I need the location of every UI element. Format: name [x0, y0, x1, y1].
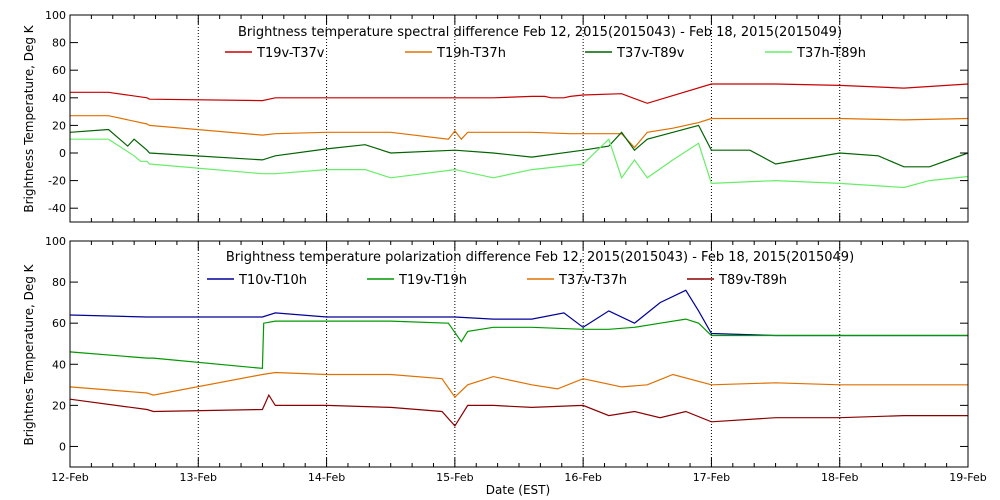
legend-label: T19v-T37v: [256, 46, 325, 61]
y-tick-label: 60: [52, 64, 66, 77]
x-tick-label: 12-Feb: [51, 471, 88, 484]
series-line-t37v-t37h: [69, 371, 968, 399]
x-tick-label: 17-Feb: [693, 471, 730, 484]
y-tick-label: 80: [52, 37, 66, 50]
y-tick-label: 80: [52, 276, 66, 289]
spectral-y-axis-label: Brightness Temperature, Deg K: [22, 24, 36, 212]
y-tick-label: 0: [59, 440, 66, 453]
x-tick-label: 14-Feb: [308, 471, 345, 484]
legend-label: T37v-T37h: [558, 273, 627, 288]
y-tick-label: 60: [52, 317, 66, 330]
spectral-panel-title: Brightness temperature spectral differen…: [238, 25, 842, 40]
series-line-t19h-t37h: [70, 115, 969, 149]
x-axis-label: Date (EST): [486, 483, 550, 497]
y-tick-label: -20: [48, 175, 66, 188]
legend-label: T37v-T89v: [616, 46, 685, 61]
y-tick-label: 40: [52, 358, 66, 371]
spectral-difference-panel: Brightness temperature spectral differen…: [22, 9, 969, 223]
y-tick-label: 0: [59, 147, 66, 160]
plot-area-border: [69, 14, 969, 223]
series-line-t10v-t10h: [69, 289, 968, 337]
series-line-t19v-t37v: [70, 83, 969, 104]
series-line-t19v-t19h: [69, 318, 968, 370]
y-tick-label: 100: [45, 235, 66, 248]
x-tick-label: 19-Feb: [949, 471, 986, 484]
polarization-difference-panel: Brightness temperature polarization diff…: [22, 235, 987, 497]
y-tick-label: 20: [52, 119, 66, 132]
polarization-panel-title: Brightness temperature polarization diff…: [226, 250, 854, 265]
y-tick-label: -40: [48, 202, 66, 215]
legend-label: T19h-T37h: [436, 46, 506, 61]
y-tick-label: 100: [45, 9, 66, 22]
x-tick-label: 15-Feb: [436, 471, 473, 484]
polarization-y-axis-label: Brightnes Temperature, Deg K: [22, 263, 36, 445]
x-tick-label: 16-Feb: [564, 471, 601, 484]
legend-label: T10v-T10h: [238, 273, 307, 288]
plot-area-border: [69, 240, 969, 468]
series-line-t37h-t89h: [70, 138, 969, 189]
y-tick-label: 40: [52, 92, 66, 105]
x-tick-label: 18-Feb: [821, 471, 858, 484]
y-tick-label: 20: [52, 399, 66, 412]
legend-label: T89v-T89h: [718, 273, 787, 288]
legend-label: T19v-T19h: [398, 273, 467, 288]
series-line-t37v-t89v: [69, 124, 969, 168]
series-line-t89v-t89h: [69, 393, 968, 427]
x-tick-label: 13-Feb: [180, 471, 217, 484]
legend-label: T37h-T89h: [796, 46, 866, 61]
